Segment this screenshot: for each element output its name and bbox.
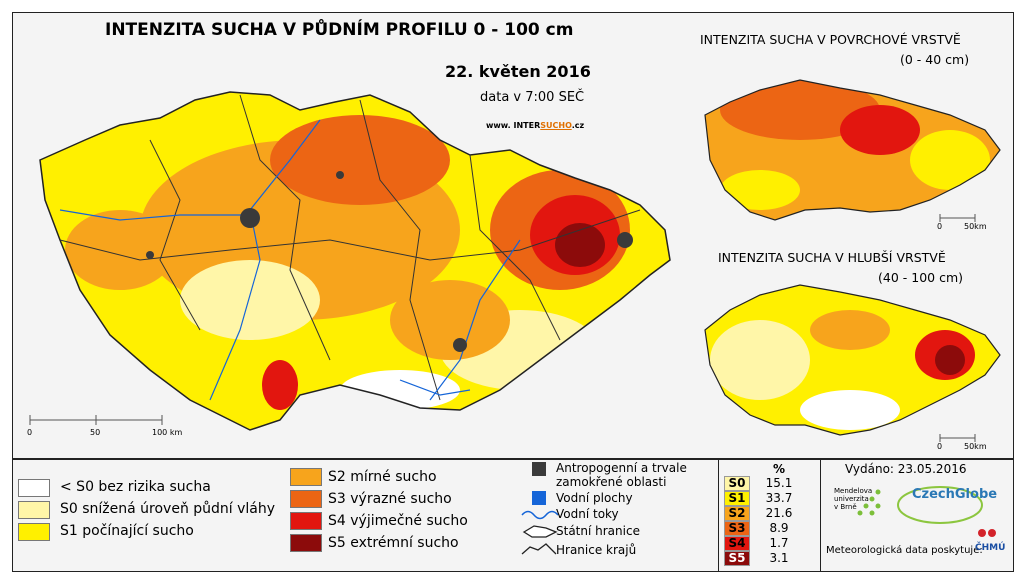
map-time: data v 7:00 SEČ bbox=[480, 90, 585, 105]
czechglobe-label: CzechGlobe bbox=[912, 487, 998, 502]
inset-deep-scale-0: 0 bbox=[937, 442, 943, 451]
inset-deep-map bbox=[705, 285, 1000, 435]
legend-swatch-s1 bbox=[18, 523, 50, 541]
stats-value: 1.7 bbox=[769, 536, 789, 550]
stats-row: S1 33.7 bbox=[724, 491, 808, 506]
czechglobe-logo bbox=[897, 486, 983, 524]
inset-surface-scale-0: 0 bbox=[937, 222, 943, 231]
legend-swatch-below-s0 bbox=[18, 479, 50, 497]
website-suffix: .cz bbox=[571, 121, 585, 130]
inset-surface-title: INTENZITA SUCHA V POVRCHOVÉ VRSTVĚ bbox=[700, 32, 961, 47]
river-icon bbox=[521, 510, 559, 520]
legend-label-urban-2: zamokřené oblasti bbox=[556, 475, 667, 489]
state-border bbox=[39, 91, 671, 431]
stats-header: % bbox=[772, 462, 786, 476]
website-prefix: www. INTER bbox=[486, 121, 541, 130]
inset-surface-subtitle: (0 - 40 cm) bbox=[900, 52, 970, 67]
legend-divider bbox=[820, 458, 821, 572]
stats-value: 33.7 bbox=[765, 491, 793, 505]
stats-row: S0 15.1 bbox=[724, 476, 808, 491]
inset-surface-border bbox=[704, 79, 1001, 221]
legend-swatch-s4 bbox=[290, 512, 322, 530]
legend-label-s1: S1 počínající sucho bbox=[60, 523, 194, 539]
stats-value: 21.6 bbox=[765, 506, 793, 520]
scale-label-0: 0 bbox=[27, 428, 33, 437]
inset-deep-border bbox=[704, 284, 1001, 436]
issued-date: Vydáno: 23.05.2016 bbox=[845, 462, 967, 476]
drought-stats-table: % S0 15.1 S1 33.7 S2 21.6 S3 8.9 S4 1.7 S5 3.1 bbox=[724, 463, 808, 566]
inset-deep-scale-50: 50km bbox=[964, 442, 987, 451]
stats-row: S4 1.7 bbox=[724, 536, 808, 551]
chmu-label: ČHMÚ bbox=[975, 543, 1006, 553]
inset-deep-title: INTENZITA SUCHA V HLUBŠÍ VRSTVĚ bbox=[718, 250, 946, 265]
legend-label-s0: S0 snížená úroveň půdní vláhy bbox=[60, 501, 276, 517]
legend-label-urban: Antropogenní a trvale bbox=[556, 461, 687, 475]
inset-deep-scale-bar bbox=[939, 434, 976, 442]
legend-feature-icons bbox=[521, 462, 559, 555]
legend-label-s5: S5 extrémní sucho bbox=[328, 535, 459, 551]
scale-label-50: 50 bbox=[90, 428, 101, 437]
water-body-icon bbox=[532, 491, 546, 505]
stats-value: 15.1 bbox=[765, 476, 793, 490]
stats-class: S2 bbox=[724, 506, 750, 521]
inset-surface-scale-bar bbox=[939, 214, 976, 222]
inset-surface-scale-50: 50km bbox=[964, 222, 987, 231]
urban-areas bbox=[146, 171, 633, 352]
urban-area-icon bbox=[532, 462, 546, 476]
rivers bbox=[59, 119, 521, 401]
map-date: 22. květen 2016 bbox=[445, 62, 591, 81]
legend-swatch-s3 bbox=[290, 490, 322, 508]
legend-label-state-border: Státní hranice bbox=[556, 524, 640, 538]
legend-swatch-s0 bbox=[18, 501, 50, 519]
stats-row: S5 3.1 bbox=[724, 551, 808, 566]
scale-label-100: 100 km bbox=[152, 428, 183, 437]
mendel-university-label: Mendelova univerzita v Brně bbox=[834, 487, 873, 511]
legend-swatch-s5 bbox=[290, 534, 322, 552]
stats-row: S3 8.9 bbox=[724, 521, 808, 536]
website-brand: SUCHO bbox=[540, 121, 572, 130]
main-drought-map bbox=[40, 92, 670, 430]
stats-class: S1 bbox=[724, 491, 750, 506]
legend-label-s4: S4 výjimečné sucho bbox=[328, 513, 468, 529]
main-scale-bar bbox=[29, 415, 163, 425]
region-borders bbox=[59, 94, 641, 401]
legend-swatch-s2 bbox=[290, 468, 322, 486]
inset-surface-map bbox=[705, 80, 1000, 220]
stats-value: 3.1 bbox=[769, 551, 789, 565]
state-border-icon bbox=[522, 525, 558, 538]
legend-label-region-border: Hranice krajů bbox=[556, 543, 637, 557]
stats-value: 8.9 bbox=[769, 521, 789, 535]
legend-label-s3: S3 výrazné sucho bbox=[328, 491, 452, 507]
map-title: INTENZITA SUCHA V PŮDNÍM PROFILU 0 - 100… bbox=[105, 20, 574, 40]
website-link[interactable]: www. INTERSUCHO.cz bbox=[486, 121, 584, 130]
stats-class: S5 bbox=[724, 551, 750, 566]
stats-row: S2 21.6 bbox=[724, 506, 808, 521]
stats-class: S0 bbox=[724, 476, 750, 491]
stats-class: S4 bbox=[724, 536, 750, 551]
legend-divider bbox=[718, 458, 719, 572]
chmu-logo bbox=[978, 529, 996, 537]
mendel-logo bbox=[857, 489, 881, 516]
legend-panel bbox=[12, 458, 1014, 572]
legend-label-water: Vodní plochy bbox=[556, 491, 633, 505]
meteo-data-credit: Meteorologická data poskytuje: bbox=[826, 545, 983, 556]
region-border-icon bbox=[521, 543, 557, 555]
stats-class: S3 bbox=[724, 521, 750, 536]
legend-label-below-s0: < S0 bez rizika sucha bbox=[60, 479, 211, 495]
legend-label-s2: S2 mírné sucho bbox=[328, 469, 437, 485]
legend-label-rivers: Vodní toky bbox=[556, 507, 619, 521]
inset-deep-subtitle: (40 - 100 cm) bbox=[878, 270, 963, 285]
